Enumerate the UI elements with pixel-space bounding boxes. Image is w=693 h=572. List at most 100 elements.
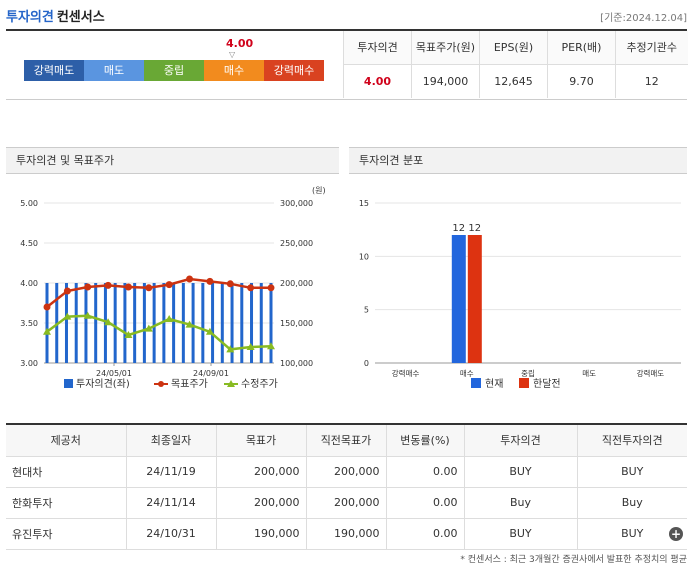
rating-pointer-icon: ▽ — [229, 50, 236, 59]
target-price-point — [186, 275, 194, 283]
last-date: 24/11/14 — [125, 487, 216, 519]
target-price: 200,000 — [215, 456, 306, 488]
distribution-bar — [451, 235, 466, 363]
category-label: 강력매도 — [637, 368, 665, 378]
category-label: 강력매수 — [392, 368, 420, 378]
summary-header: 목표주가(원) — [411, 31, 480, 65]
opinion-bar — [201, 283, 205, 363]
x-tick-label: 24/05/01 — [96, 369, 132, 378]
more-plus-icon[interactable]: + — [669, 527, 683, 541]
target-price-point — [63, 287, 71, 295]
y-tick: 10 — [359, 252, 369, 261]
bar-value-label: 12 — [452, 223, 465, 234]
divider — [6, 29, 687, 31]
opinion-bar — [259, 283, 263, 363]
table-row: 현대차 24/11/19 200,000 200,000 0.00 BUY BU… — [6, 456, 687, 488]
legend-label: 수정주가 — [241, 378, 278, 390]
provider-name: 유진투자 — [6, 518, 126, 550]
opinion-bar — [220, 283, 224, 363]
target-price-point — [206, 277, 214, 285]
y-left-tick: 3.00 — [20, 359, 38, 368]
category-label: 매도 — [582, 369, 596, 378]
opinion-bar — [172, 283, 176, 363]
last-date: 24/10/31 — [125, 518, 216, 550]
y-tick: 15 — [359, 199, 369, 208]
opinion-bar — [269, 283, 273, 363]
y-tick: 5 — [364, 306, 369, 315]
opinion-target-chart: 5.00 4.50 4.00 3.50 3.00 300,000 250,000 200,00… — [20, 186, 325, 390]
y-right-tick: 200,000 — [280, 279, 313, 288]
legend-swatch — [519, 378, 529, 388]
opinion-bar — [211, 283, 215, 363]
change-rate: 0.00 — [385, 487, 464, 519]
chart-title: 투자의견 및 목표주가 — [6, 147, 339, 174]
legend-label: 투자의견(좌) — [76, 378, 130, 390]
summary-value: 12 — [615, 64, 688, 98]
provider-table: 제공처 최종일자 목표가 직전목표가 변동률(%) 투자의견 직전투자의견 현대… — [6, 423, 687, 550]
opinion-bar — [230, 283, 234, 363]
legend-label: 한달전 — [533, 378, 561, 390]
distribution-bar — [467, 235, 482, 363]
last-date: 24/11/19 — [125, 456, 216, 488]
legend-marker — [227, 380, 235, 387]
opinion-bar — [45, 283, 49, 363]
target-price-point — [267, 284, 275, 292]
table-row: 유진투자 24/10/31 190,000 190,000 0.00 BUY B… — [6, 518, 687, 550]
target-price: 190,000 — [215, 518, 306, 550]
adjusted-price-point — [144, 324, 153, 332]
y-right-tick: 150,000 — [280, 319, 313, 328]
category-label: 중립 — [521, 369, 535, 378]
opinion-target-chart-panel: 투자의견 및 목표주가 — [6, 147, 339, 392]
divider — [6, 99, 687, 100]
opinion-bar — [94, 283, 98, 363]
y-right-tick: 300,000 — [280, 199, 313, 208]
summary-table: 투자의견 목표주가(원) EPS(원) PER(배) 추정기관수 4.00 19… — [343, 31, 688, 98]
summary-value: 194,000 — [411, 64, 480, 98]
column-header: 직전목표가 — [305, 423, 386, 457]
opinion: BUY — [463, 518, 577, 550]
prev-target-price: 200,000 — [305, 487, 386, 519]
adjusted-price-point — [267, 342, 275, 350]
series-line — [46, 314, 272, 351]
y-left-tick: 4.00 — [20, 279, 38, 288]
change-rate: 0.00 — [385, 518, 464, 550]
opinion-bar — [133, 283, 137, 363]
opinion: Buy — [463, 487, 577, 519]
title-sub: 컨센서스 — [56, 10, 105, 25]
y-tick: 0 — [364, 359, 369, 368]
section-title: 투자의견 컨센서스 — [6, 6, 105, 25]
y-left-tick: 5.00 — [20, 199, 38, 208]
rating-hold: 중립 — [144, 60, 204, 81]
prev-opinion: BUY — [576, 518, 687, 550]
rating-sell: 매도 — [84, 60, 144, 81]
base-date: [기준:2024.12.04] — [600, 13, 687, 24]
y-right-tick: 250,000 — [280, 239, 313, 248]
title-main: 투자의견 — [6, 10, 54, 25]
bar-value-label: 12 — [468, 223, 481, 234]
column-header: 최종일자 — [125, 423, 216, 457]
legend-swatch — [64, 379, 73, 388]
category-label: 매수 — [460, 369, 474, 378]
provider-name: 한화투자 — [6, 487, 126, 519]
y-left-tick: 4.50 — [20, 239, 38, 248]
target-price-point — [43, 303, 51, 311]
legend-label: 현재 — [485, 378, 503, 390]
target-price-point — [145, 284, 153, 292]
target-price-point — [247, 284, 255, 292]
summary-value: 4.00 — [343, 64, 412, 98]
prev-opinion: BUY — [576, 456, 687, 488]
adjusted-price-point — [246, 343, 255, 350]
opinion-bar — [113, 283, 117, 363]
adjusted-price-point — [185, 320, 194, 328]
target-price-point — [104, 281, 112, 289]
opinion-bar — [250, 283, 254, 363]
change-rate: 0.00 — [385, 456, 464, 488]
target-price-point — [124, 283, 132, 291]
opinion-bar — [64, 283, 68, 363]
opinion-bar — [191, 283, 195, 363]
summary-header: 투자의견 — [343, 31, 412, 65]
y-right-tick: 100,000 — [280, 359, 313, 368]
prev-opinion: Buy — [576, 487, 687, 519]
rating-scale: 강력매도 매도 중립 매수 강력매수 — [24, 60, 324, 81]
